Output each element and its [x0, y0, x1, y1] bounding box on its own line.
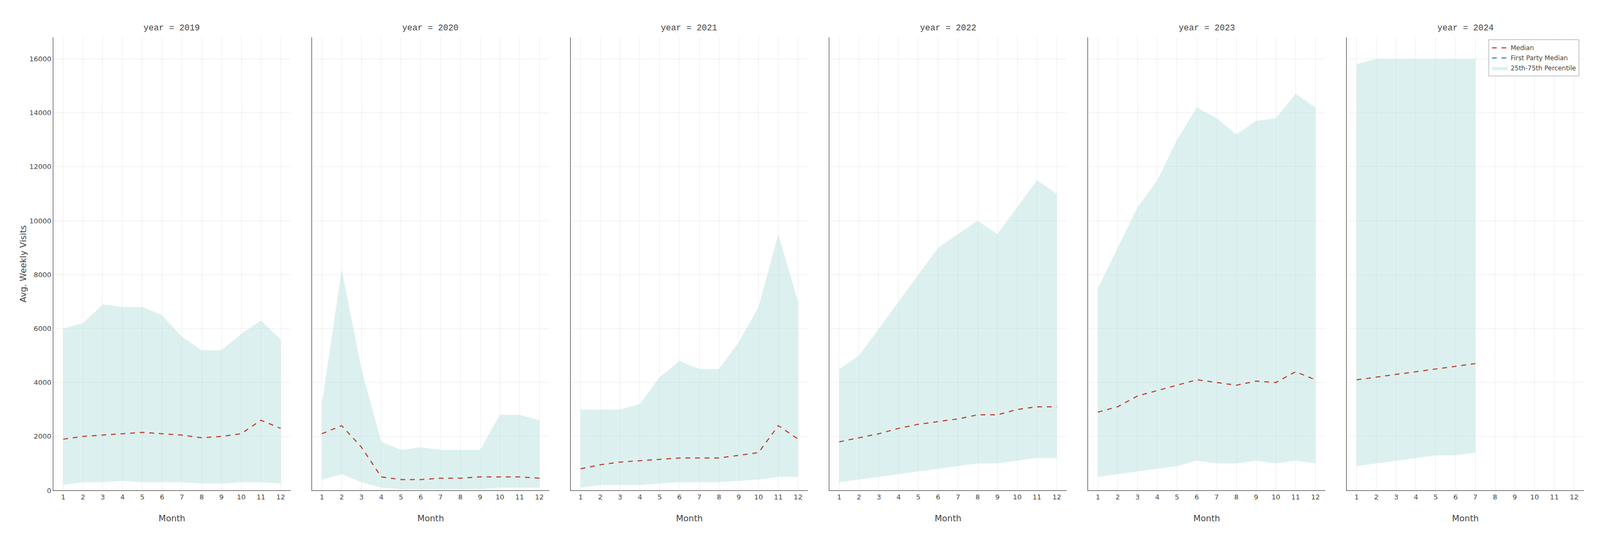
svg-text:7: 7 — [179, 493, 184, 502]
svg-text:9: 9 — [1253, 493, 1259, 502]
svg-text:2: 2 — [857, 493, 862, 502]
svg-text:10: 10 — [1530, 493, 1540, 502]
svg-text:year = 2024: year = 2024 — [1437, 23, 1494, 34]
svg-text:12000: 12000 — [29, 162, 52, 171]
svg-text:1: 1 — [1096, 493, 1101, 502]
svg-text:16000: 16000 — [29, 54, 52, 63]
svg-text:2: 2 — [339, 493, 344, 502]
svg-text:5: 5 — [657, 493, 662, 502]
svg-text:4: 4 — [1155, 493, 1160, 502]
svg-text:10: 10 — [754, 493, 764, 502]
svg-text:7: 7 — [438, 493, 443, 502]
svg-text:4: 4 — [896, 493, 901, 502]
svg-text:4: 4 — [637, 493, 643, 502]
svg-text:11: 11 — [1549, 493, 1559, 502]
svg-text:11: 11 — [256, 493, 266, 502]
svg-text:8: 8 — [458, 493, 463, 502]
svg-text:8: 8 — [716, 493, 722, 502]
svg-text:7: 7 — [697, 493, 702, 502]
svg-text:12: 12 — [1052, 493, 1062, 502]
svg-text:12: 12 — [1310, 493, 1320, 502]
svg-text:3: 3 — [100, 493, 106, 502]
svg-text:7: 7 — [1473, 493, 1478, 502]
svg-text:5: 5 — [140, 493, 145, 502]
svg-text:6: 6 — [1194, 493, 1199, 502]
svg-text:4: 4 — [379, 493, 384, 502]
svg-text:6: 6 — [160, 493, 165, 502]
svg-text:7: 7 — [955, 493, 960, 502]
svg-text:12: 12 — [534, 493, 544, 502]
svg-text:1: 1 — [836, 493, 842, 502]
svg-text:Month: Month — [158, 513, 186, 524]
svg-text:8: 8 — [975, 493, 980, 502]
svg-text:11: 11 — [773, 493, 783, 502]
svg-text:2000: 2000 — [33, 432, 52, 441]
svg-text:year = 2020: year = 2020 — [402, 23, 459, 34]
svg-text:3: 3 — [359, 493, 364, 502]
svg-text:Month: Month — [1193, 513, 1220, 524]
svg-text:12: 12 — [1569, 493, 1579, 502]
svg-text:8: 8 — [1492, 493, 1498, 502]
svg-text:9: 9 — [995, 493, 1000, 502]
svg-text:3: 3 — [876, 493, 882, 502]
svg-text:3: 3 — [1394, 493, 1399, 502]
svg-text:14000: 14000 — [29, 108, 52, 117]
svg-text:9: 9 — [736, 493, 741, 502]
svg-text:Month: Month — [1451, 513, 1479, 524]
svg-text:25th-75th Percentile: 25th-75th Percentile — [1510, 64, 1576, 72]
svg-text:10: 10 — [1012, 493, 1022, 502]
svg-text:10: 10 — [1271, 493, 1281, 502]
svg-text:5: 5 — [398, 493, 404, 502]
svg-text:12: 12 — [276, 493, 286, 502]
svg-text:10000: 10000 — [29, 217, 52, 226]
svg-text:9: 9 — [477, 493, 483, 502]
svg-text:4: 4 — [1413, 493, 1419, 502]
svg-text:Month: Month — [417, 513, 444, 524]
svg-text:1: 1 — [319, 493, 324, 502]
svg-text:6: 6 — [1453, 493, 1458, 502]
svg-text:11: 11 — [1032, 493, 1042, 502]
svg-text:3: 3 — [1135, 493, 1140, 502]
svg-text:1: 1 — [60, 493, 66, 502]
svg-text:12: 12 — [793, 493, 803, 502]
svg-text:1: 1 — [1354, 493, 1359, 502]
svg-text:9: 9 — [1512, 493, 1517, 502]
svg-text:2: 2 — [1115, 493, 1120, 502]
svg-text:year = 2022: year = 2022 — [920, 23, 977, 34]
svg-text:year = 2021: year = 2021 — [660, 23, 718, 34]
svg-text:6000: 6000 — [33, 324, 52, 333]
svg-text:Month: Month — [934, 513, 962, 524]
svg-text:5: 5 — [1433, 493, 1438, 502]
svg-text:0: 0 — [46, 486, 52, 495]
svg-text:3: 3 — [618, 493, 623, 502]
svg-text:10: 10 — [236, 493, 246, 502]
svg-text:2: 2 — [1374, 493, 1379, 502]
svg-text:2: 2 — [598, 493, 603, 502]
svg-text:2: 2 — [80, 493, 85, 502]
svg-text:11: 11 — [1291, 493, 1301, 502]
svg-text:6: 6 — [418, 493, 423, 502]
svg-text:4000: 4000 — [33, 378, 52, 387]
svg-text:7: 7 — [1214, 493, 1219, 502]
svg-text:Month: Month — [675, 513, 703, 524]
svg-text:1: 1 — [578, 493, 583, 502]
svg-text:8000: 8000 — [33, 270, 52, 279]
svg-text:11: 11 — [515, 493, 525, 502]
svg-text:First Party Median: First Party Median — [1510, 54, 1568, 62]
svg-text:8: 8 — [1234, 493, 1239, 502]
svg-text:9: 9 — [219, 493, 224, 502]
svg-text:Avg. Weekly Visits: Avg. Weekly Visits — [18, 225, 29, 303]
svg-text:year = 2023: year = 2023 — [1178, 23, 1236, 34]
svg-text:6: 6 — [936, 493, 941, 502]
svg-text:5: 5 — [1174, 493, 1180, 502]
svg-text:5: 5 — [916, 493, 921, 502]
svg-text:8: 8 — [199, 493, 204, 502]
svg-text:10: 10 — [495, 493, 505, 502]
svg-text:4: 4 — [120, 493, 125, 502]
svg-text:year = 2019: year = 2019 — [143, 23, 200, 34]
svg-text:Median: Median — [1510, 44, 1534, 52]
svg-text:6: 6 — [677, 493, 682, 502]
